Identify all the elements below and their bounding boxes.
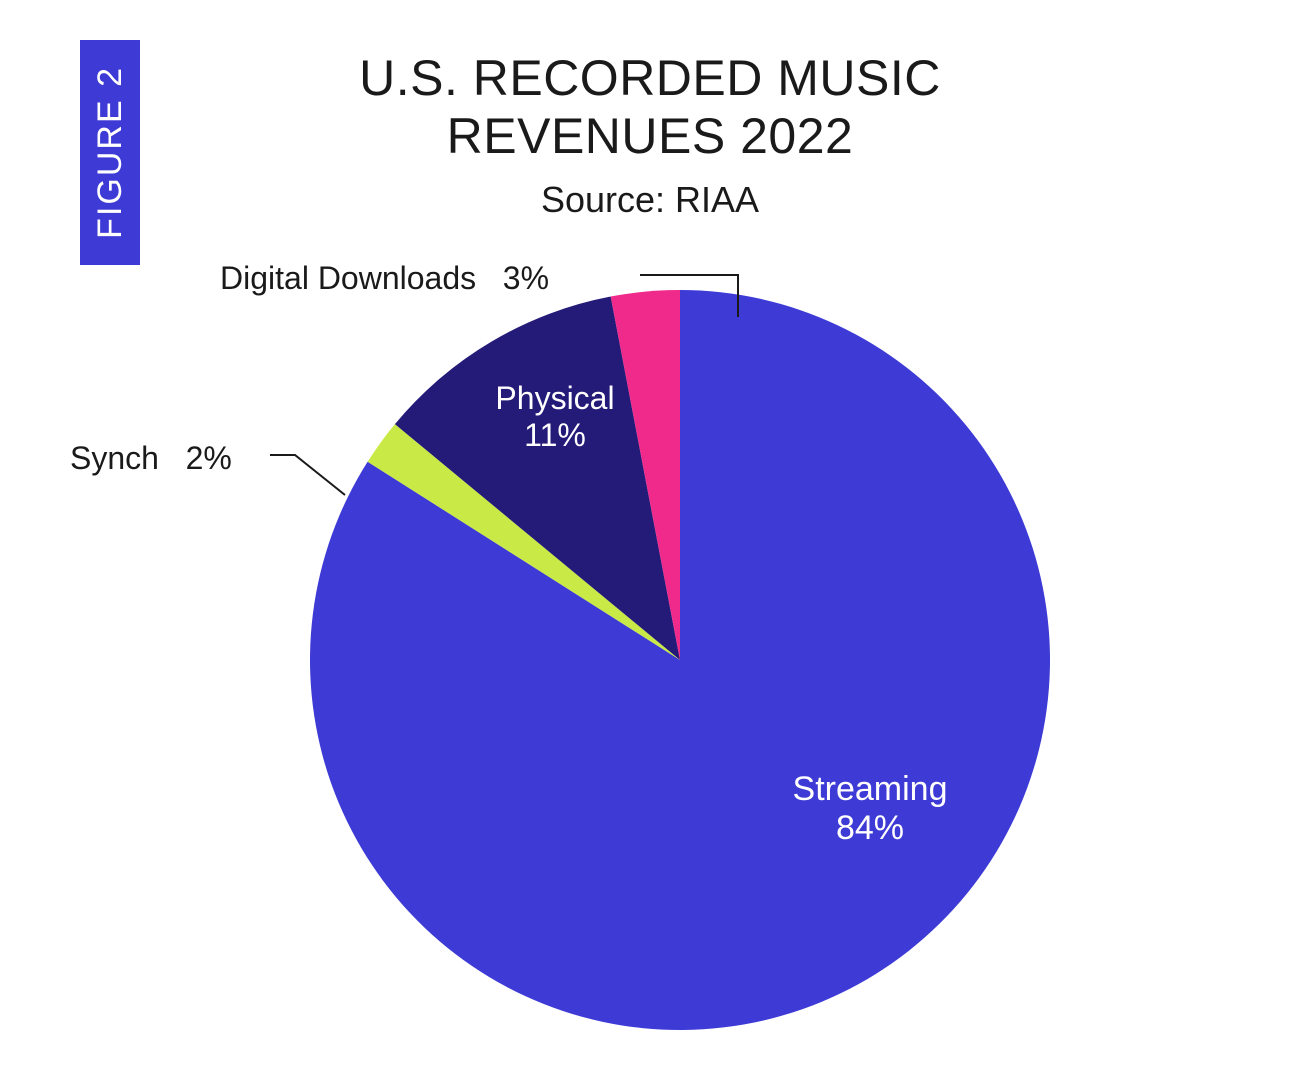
slice-label-physical-value: 11% — [495, 417, 614, 454]
slice-label-downloads-value: 3% — [503, 260, 549, 296]
slice-label-synch: Synch 2% — [70, 440, 232, 477]
slice-label-physical: Physical 11% — [495, 380, 614, 454]
slice-label-synch-value: 2% — [186, 440, 232, 476]
slice-label-downloads-name: Digital Downloads — [220, 260, 476, 296]
leader-line-synch — [270, 455, 345, 495]
slice-label-streaming-value: 84% — [793, 809, 948, 848]
slice-label-streaming-name: Streaming — [793, 770, 948, 809]
slice-label-physical-name: Physical — [495, 380, 614, 417]
pie-chart — [0, 0, 1300, 1065]
slice-label-synch-name: Synch — [70, 440, 159, 476]
slice-label-streaming: Streaming 84% — [793, 770, 948, 848]
slice-label-downloads: Digital Downloads 3% — [220, 260, 549, 297]
